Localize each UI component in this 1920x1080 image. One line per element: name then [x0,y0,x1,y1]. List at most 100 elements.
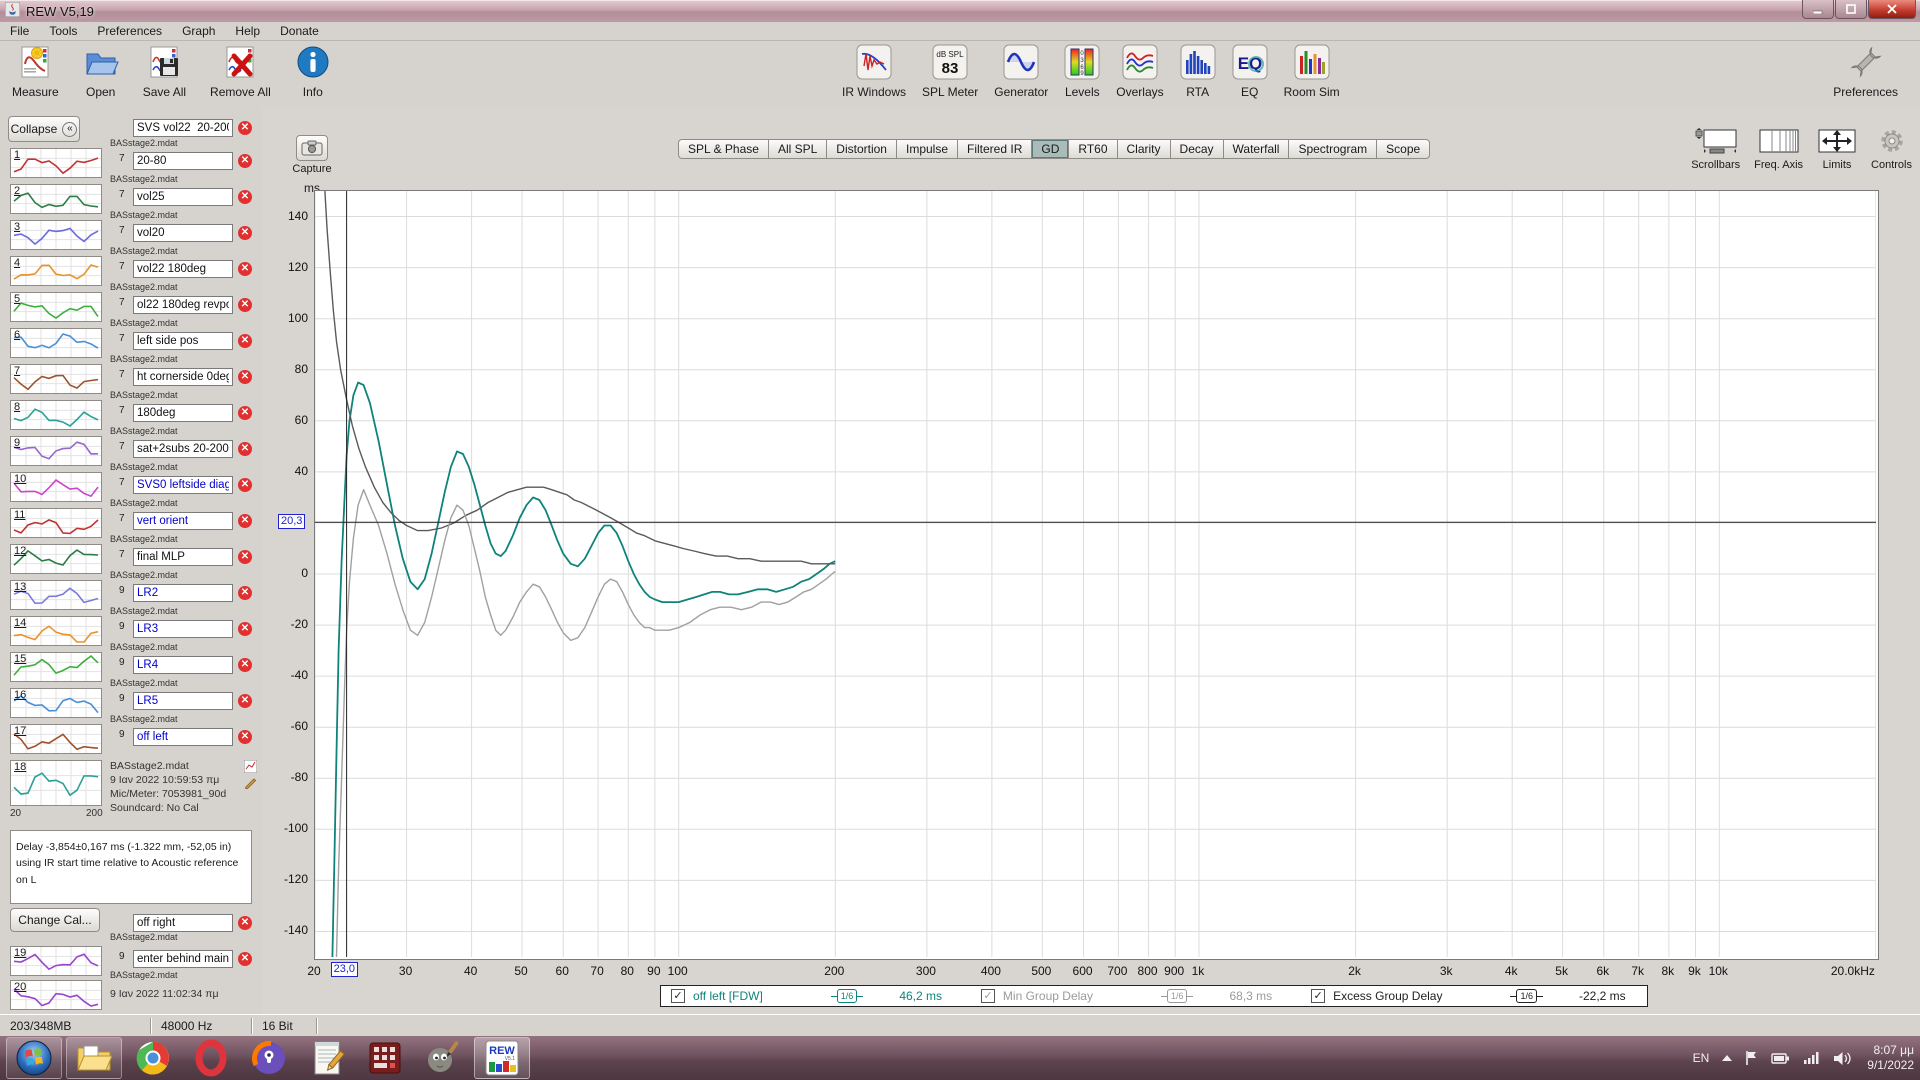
generator-button[interactable]: Generator [990,42,1052,101]
menu-preferences[interactable]: Preferences [97,24,163,38]
capture-button[interactable] [296,135,328,161]
delete-measurement-icon[interactable]: ✕ [238,190,252,204]
menu-file[interactable]: File [10,24,30,38]
measurement-thumbnail-12[interactable]: 12 [10,544,102,574]
tab-filtered-ir[interactable]: Filtered IR [957,139,1032,159]
tab-clarity[interactable]: Clarity [1116,139,1170,159]
tab-impulse[interactable]: Impulse [895,139,958,159]
measurement-thumbnail-5[interactable]: 5 [10,292,102,322]
controls-button[interactable]: Controls [1871,128,1912,171]
preferences-button[interactable]: Preferences [1829,42,1902,101]
menu-help[interactable]: Help [235,24,261,38]
measurement-thumbnail-2[interactable]: 2 [10,184,102,214]
eq-button[interactable]: EQ EQ [1228,42,1272,101]
remove-all-button[interactable]: Remove All [206,42,275,101]
measurement-thumbnail-20[interactable]: 20 [10,980,102,1010]
menu-graph[interactable]: Graph [182,24,216,38]
taskbar-chrome-button[interactable] [126,1038,180,1078]
measurement-thumbnail-9[interactable]: 9 [10,436,102,466]
tab-spl-phase[interactable]: SPL & Phase [678,139,768,159]
open-button[interactable]: Open [79,42,123,101]
tab-all-spl[interactable]: All SPL [767,139,827,159]
measurement-name-field[interactable] [133,260,233,278]
delete-measurement-icon[interactable]: ✕ [238,298,252,312]
measurement-name-field[interactable] [133,584,233,602]
freq-axis-button[interactable]: Freq. Axis [1754,128,1803,171]
delete-measurement-icon[interactable]: ✕ [238,550,252,564]
close-button[interactable] [1868,0,1916,19]
measurement-thumbnail-18-selected[interactable]: 18 [10,760,102,806]
measurement-name-field[interactable] [133,404,233,422]
smoothing-badge[interactable]: 1/6 [836,989,858,1003]
tab-decay[interactable]: Decay [1169,139,1223,159]
delete-measurement-icon[interactable]: ✕ [238,514,252,528]
measurement-thumbnail-13[interactable]: 13 [10,580,102,610]
network-signal-icon[interactable] [1803,1051,1821,1065]
delete-measurement-icon[interactable]: ✕ [238,226,252,240]
measurement-name-field[interactable] [133,728,233,746]
measurement-name-field[interactable] [133,656,233,674]
delete-measurement-icon[interactable]: ✕ [238,334,252,348]
measurement-name-field[interactable] [133,512,233,530]
tab-distortion[interactable]: Distortion [826,139,896,159]
spl-meter-button[interactable]: dB SPL 83 SPL Meter [918,42,982,101]
volume-icon[interactable] [1833,1051,1851,1066]
smoothing-badge[interactable]: 1/6 [1166,989,1188,1003]
gd-plot-canvas[interactable] [315,191,1876,957]
save-all-button[interactable]: Save All [139,42,190,101]
delete-measurement-icon[interactable]: ✕ [238,478,252,492]
ir-windows-button[interactable]: IR Windows [838,42,910,101]
maximize-button[interactable] [1835,0,1867,19]
measurement-name-field[interactable] [133,914,233,932]
delete-measurement-icon[interactable]: ✕ [238,952,252,966]
delete-measurement-icon[interactable]: ✕ [238,406,252,420]
delete-measurement-icon[interactable]: ✕ [238,586,252,600]
measurement-name-field[interactable] [133,440,233,458]
smoothing-badge[interactable]: 1/6 [1516,989,1537,1003]
taskbar-media-app-button[interactable] [358,1038,412,1078]
menu-donate[interactable]: Donate [280,24,319,38]
limits-button[interactable]: Limits [1817,128,1857,171]
measurement-name-field[interactable] [133,368,233,386]
overlays-button[interactable]: Overlays [1112,42,1167,101]
tab-scope[interactable]: Scope [1376,139,1431,159]
tab-gd[interactable]: GD [1031,139,1069,159]
menu-tools[interactable]: Tools [49,24,78,38]
measurement-thumbnail-11[interactable]: 11 [10,508,102,538]
measurement-thumbnail-19[interactable]: 19 [10,946,102,976]
legend-checkbox[interactable]: ✓ [1311,989,1326,1003]
delete-measurement-icon[interactable]: ✕ [238,730,252,744]
room-sim-button[interactable]: Room Sim [1280,42,1344,101]
measurement-name-field[interactable] [133,950,233,968]
delete-measurement-icon[interactable]: ✕ [238,262,252,276]
measure-button[interactable]: Measure [8,42,63,101]
taskbar-start-button[interactable] [6,1037,62,1079]
taskbar-avast-browser-button[interactable] [242,1038,296,1078]
taskbar-rew-button[interactable]: REW V5.1 [474,1037,530,1079]
measurement-thumbnail-15[interactable]: 15 [10,652,102,682]
rta-button[interactable]: RTA [1176,42,1220,101]
delete-measurement-icon[interactable]: ✕ [238,622,252,636]
measurement-thumbnail-16[interactable]: 16 [10,688,102,718]
legend-checkbox[interactable]: ✓ [671,989,685,1003]
taskbar-notepad-button[interactable] [300,1038,354,1078]
tray-expand-icon[interactable] [1721,1054,1733,1062]
measurement-thumbnail-8[interactable]: 8 [10,400,102,430]
taskbar-explorer-button[interactable] [66,1037,122,1079]
measurement-name-field[interactable] [133,620,233,638]
edit-pencil-icon[interactable] [244,776,257,792]
clock[interactable]: 8:07 μμ 9/1/2022 [1867,1043,1914,1073]
measurement-name-field[interactable] [133,548,233,566]
measurement-thumbnail-6[interactable]: 6 [10,328,102,358]
delete-measurement-icon[interactable]: ✕ [238,442,252,456]
measurement-thumbnail-1[interactable]: 1 [10,148,102,178]
levels-button[interactable]: 0 3 6 9 Levels [1060,42,1104,101]
selected-measurement-name-field[interactable] [133,119,233,137]
collapse-button[interactable]: Collapse « [8,116,80,142]
tab-rt60[interactable]: RT60 [1068,139,1117,159]
action-center-flag-icon[interactable] [1745,1050,1759,1066]
measurement-name-field[interactable] [133,296,233,314]
taskbar-gimp-button[interactable] [416,1038,470,1078]
tab-waterfall[interactable]: Waterfall [1222,139,1289,159]
measurement-name-field[interactable] [133,692,233,710]
